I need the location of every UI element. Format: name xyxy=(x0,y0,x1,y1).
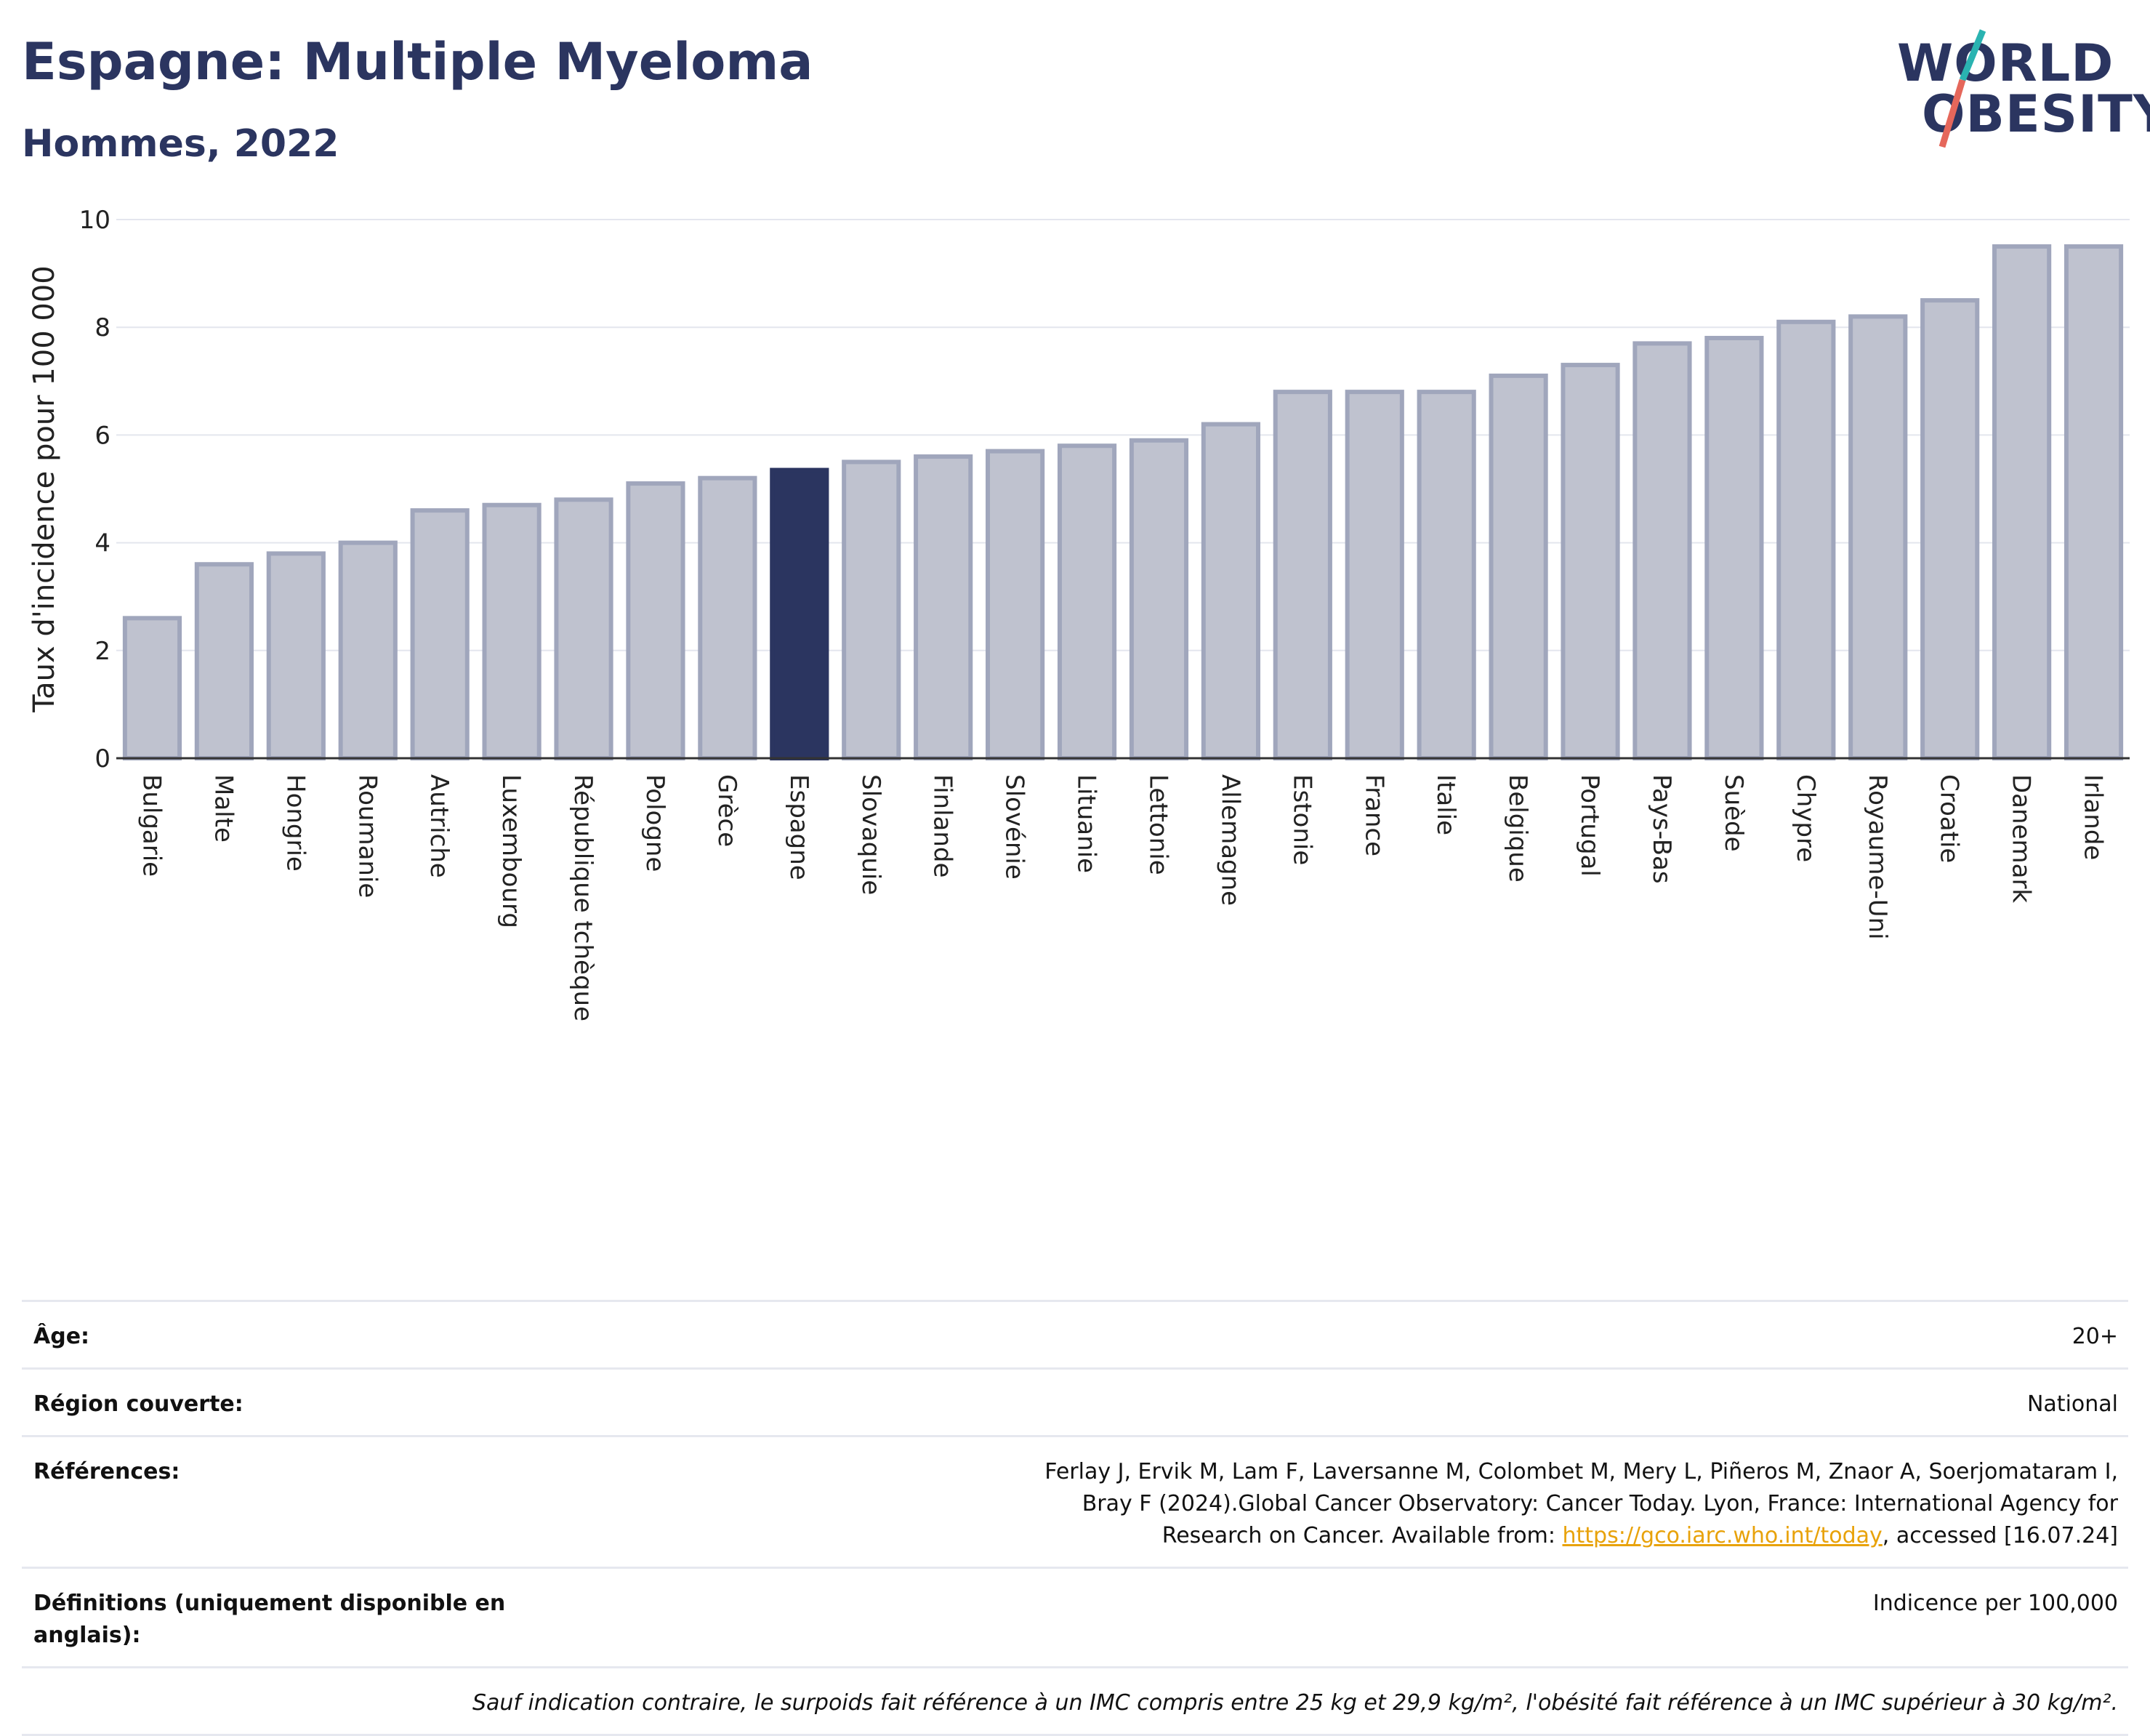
meta-row-references: Références: Ferlay J, Ervik M, Lam F, La… xyxy=(22,1435,2128,1567)
x-tick-label: Bulgarie xyxy=(137,774,166,877)
bar-italie xyxy=(1417,390,1476,760)
x-tick-label: Estonie xyxy=(1287,774,1316,865)
y-tick-label: 4 xyxy=(94,529,110,558)
x-tick-label: Suède xyxy=(1719,774,1748,852)
bar-lituanie xyxy=(1057,443,1117,760)
x-tick-label: Chypre xyxy=(1791,774,1820,862)
region-label: Région couverte: xyxy=(33,1391,243,1417)
bar-malte xyxy=(194,562,254,760)
world-obesity-logo: WORLD OBESITY xyxy=(1897,29,2150,153)
y-axis-label: Taux d'incidence pour 100 000 xyxy=(28,265,61,712)
bar-république-tchèque xyxy=(554,497,613,760)
bar-france xyxy=(1345,390,1404,760)
x-tick-label: Roumanie xyxy=(353,774,382,898)
x-tick-label: France xyxy=(1359,774,1388,856)
bar-danemark xyxy=(1992,244,2052,760)
x-tick-label: Irlande xyxy=(2079,774,2108,860)
bar-portugal xyxy=(1561,363,1620,760)
x-tick-label: Slovénie xyxy=(1000,774,1029,880)
bar-slovénie xyxy=(986,449,1045,760)
meta-row-age: Âge: 20+ xyxy=(22,1300,2128,1367)
references-accessed: , accessed [16.07.24] xyxy=(1882,1523,2118,1548)
bar-grèce xyxy=(698,475,757,760)
x-tick-label: Portugal xyxy=(1575,774,1604,877)
bar-hongrie xyxy=(266,551,326,760)
x-tick-label: Croatie xyxy=(1935,774,1964,863)
references-link[interactable]: https://gco.iarc.who.int/today xyxy=(1562,1523,1883,1548)
logo-text-world: WORLD xyxy=(1897,33,2114,93)
age-value: 20+ xyxy=(2072,1324,2118,1349)
x-tick-label: Italie xyxy=(1431,774,1460,835)
x-tick-label: Luxembourg xyxy=(496,774,526,928)
metadata-table: Âge: 20+ Région couverte: National Référ… xyxy=(22,1300,2128,1736)
bar-luxembourg xyxy=(482,502,541,760)
bar-pologne xyxy=(626,481,685,761)
x-tick-label: Grèce xyxy=(712,774,741,847)
bars xyxy=(122,244,2124,761)
y-tick-label: 6 xyxy=(94,421,110,450)
references-text: Ferlay J, Ervik M, Lam F, Laversanne M, … xyxy=(1044,1459,2118,1548)
bar-pays-bas xyxy=(1632,341,1692,760)
logo-slash-icon xyxy=(1938,29,1986,148)
bar-bulgarie xyxy=(122,616,182,761)
meta-row-definitions: Définitions (uniquement disponible en an… xyxy=(22,1567,2128,1666)
x-tick-label: Royaume-Uni xyxy=(1863,774,1892,940)
bar-royaume-uni xyxy=(1848,314,1908,760)
y-tick-label: 10 xyxy=(79,206,110,235)
x-tick-label: Malte xyxy=(209,774,238,843)
definitions-value: Indicence per 100,000 xyxy=(1872,1591,2118,1616)
bar-finlande xyxy=(914,454,973,760)
logo-slash-red xyxy=(1938,79,1966,148)
bar-suède xyxy=(1704,336,1764,760)
x-tick-label: Hongrie xyxy=(281,774,310,872)
meta-row-note: Sauf indication contraire, le surpoids f… xyxy=(22,1666,2128,1736)
bar-slovaquie xyxy=(842,459,901,760)
x-tick-label: Pays-Bas xyxy=(1647,774,1676,884)
x-axis-labels: Bulgarie Malte Hongrie Roumanie Autriche Luxe… xyxy=(137,774,2107,1021)
bar-allemagne xyxy=(1201,422,1260,761)
x-tick-label: Lituanie xyxy=(1072,774,1101,873)
bar-chypre xyxy=(1776,319,1836,761)
y-tick-label: 8 xyxy=(94,313,110,342)
y-tick-label: 2 xyxy=(94,637,110,666)
y-tick-label: 0 xyxy=(94,744,110,773)
age-label: Âge: xyxy=(33,1324,90,1349)
bar-roumanie xyxy=(338,540,398,760)
x-tick-label: Lettonie xyxy=(1143,774,1172,875)
chart-title: Espagne: Multiple Myeloma xyxy=(22,32,813,92)
chart-subtitle: Hommes, 2022 xyxy=(22,122,339,166)
bar-autriche xyxy=(410,508,470,760)
definitions-label: Définitions (uniquement disponible en an… xyxy=(33,1591,506,1648)
x-tick-label: Pologne xyxy=(640,774,669,872)
bar-belgique xyxy=(1489,373,1548,760)
region-value: National xyxy=(2026,1391,2118,1417)
bar-croatie xyxy=(1920,298,1980,760)
logo-slash-teal xyxy=(1959,29,1986,81)
bar-lettonie xyxy=(1129,438,1189,760)
x-tick-label: Danemark xyxy=(2007,774,2036,903)
bar-irlande xyxy=(2064,244,2124,760)
x-tick-label: République tchèque xyxy=(568,774,597,1021)
meta-row-region: Région couverte: National xyxy=(22,1367,2128,1435)
x-tick-label: Belgique xyxy=(1503,774,1532,883)
y-axis-ticks: 0 2 4 6 8 10 xyxy=(79,206,110,773)
x-tick-label: Slovaquie xyxy=(856,774,885,895)
x-tick-label: Autriche xyxy=(424,774,454,878)
x-tick-label: Finlande xyxy=(928,774,957,877)
bar-chart: 0 2 4 6 8 10 Bulgarie Malte Hongrie Roumanie Autr… xyxy=(28,206,2130,1021)
x-tick-label: Espagne xyxy=(784,774,813,880)
footnote: Sauf indication contraire, le surpoids f… xyxy=(472,1690,2118,1716)
references-value: Ferlay J, Ervik M, Lam F, Laversanne M, … xyxy=(528,1456,2118,1552)
references-label: Références: xyxy=(33,1459,180,1484)
bar-espagne xyxy=(770,467,829,760)
x-tick-label: Allemagne xyxy=(1215,774,1244,906)
bar-estonie xyxy=(1273,390,1332,760)
